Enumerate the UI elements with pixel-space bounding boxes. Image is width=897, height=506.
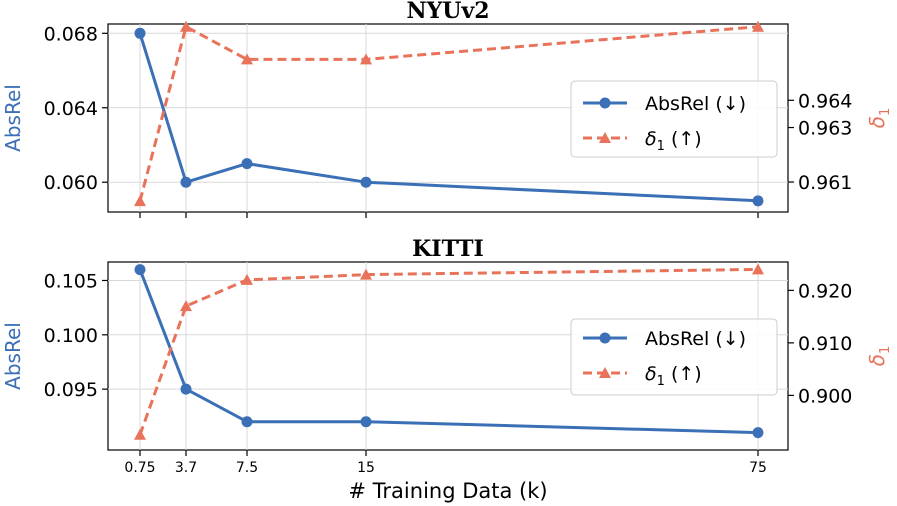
plot-frame-nyuv2 xyxy=(107,23,789,213)
y-tick-label-left: 0.064 xyxy=(44,98,98,120)
y-axis-label-right-nyuv2-symbol: δ xyxy=(865,116,889,128)
x-tick-label: 3.7 xyxy=(175,460,197,476)
data-point-absrel-kitti xyxy=(241,416,253,428)
data-point-absrel-nyuv2 xyxy=(134,27,146,39)
x-tick-label: 7.5 xyxy=(236,460,258,476)
legend-label-delta-nyuv2-symbol: δ xyxy=(645,128,657,150)
legend-label-absrel-kitti: AbsRel (↓) xyxy=(645,328,746,350)
data-point-absrel-nyuv2 xyxy=(752,195,764,207)
legend-label-delta-kitti: δ1 (↑) xyxy=(645,363,702,389)
data-point-delta1-nyuv2 xyxy=(180,20,192,32)
data-point-absrel-nyuv2 xyxy=(180,176,192,188)
legend-label-delta-nyuv2: δ1 (↑) xyxy=(645,128,702,154)
chart-kitti: 0.75 3.7 7.5 15 75 0.095 0.100 0.105 0.900 0.910 0… xyxy=(44,262,852,476)
data-point-delta1-nyuv2 xyxy=(360,53,372,65)
legend-label-absrel-kitti-name: AbsRel xyxy=(645,328,709,350)
legend-marker-delta-kitti xyxy=(599,367,611,378)
y-axis-label-left-nyuv2: AbsRel xyxy=(1,84,25,152)
chart-title-nyuv2: NYUv2 xyxy=(406,0,489,24)
x-axis-label: # Training Data (k) xyxy=(348,479,547,503)
data-point-delta1-kitti xyxy=(241,273,253,285)
y-tick-label-right: 0.910 xyxy=(798,333,852,355)
data-point-absrel-nyuv2 xyxy=(241,158,253,170)
data-point-absrel-kitti xyxy=(180,383,192,395)
data-point-absrel-kitti xyxy=(752,427,764,439)
panel-nyuv2: NYUv2 AbsRel δ1 xyxy=(1,0,893,213)
chart-nyuv2: 0.060 0.064 0.068 0.961 0.963 0.964 xyxy=(44,20,852,218)
legend-label-delta-nyuv2-arrow: (↑) xyxy=(671,128,702,150)
legend-label-delta-nyuv2-sub: 1 xyxy=(657,139,665,154)
chart-title-kitti: KITTI xyxy=(412,236,484,262)
y-tick-label-left: 0.105 xyxy=(44,270,98,292)
y-axis-label-right-kitti-symbol: δ xyxy=(865,354,889,366)
x-tick-label: 75 xyxy=(749,460,767,476)
y-axis-label-right-nyuv2-sub: 1 xyxy=(878,108,893,116)
data-point-delta1-kitti xyxy=(360,268,372,280)
x-tick-label: 15 xyxy=(357,460,375,476)
y-tick-label-right: 0.900 xyxy=(798,385,852,407)
legend-marker-delta-nyuv2 xyxy=(599,132,611,143)
legend-label-absrel-kitti-arrow: (↓) xyxy=(715,328,746,350)
plot-frame-kitti xyxy=(107,261,789,451)
y-axis-label-left-kitti: AbsRel xyxy=(1,322,25,390)
data-point-delta1-nyuv2 xyxy=(752,20,764,32)
data-point-absrel-kitti xyxy=(360,416,372,428)
data-point-delta1-kitti xyxy=(134,428,146,440)
series-line-delta1-nyuv2 xyxy=(138,25,759,202)
y-tick-label-left: 0.095 xyxy=(44,379,98,401)
y-axis-label-right-kitti: δ1 xyxy=(865,346,893,367)
y-tick-label-left: 0.068 xyxy=(44,23,98,45)
x-tick-label: 0.75 xyxy=(124,460,155,476)
y-tick-label-right: 0.964 xyxy=(798,90,852,112)
y-axis-label-right-nyuv2: δ1 xyxy=(865,108,893,129)
y-tick-label-right: 0.963 xyxy=(798,118,852,140)
legend-kitti: AbsRel (↓) δ1 (↑) xyxy=(570,318,778,396)
legend-marker-absrel-nyuv2 xyxy=(599,97,611,109)
y-tick-label-right: 0.961 xyxy=(798,172,852,194)
y-tick-label-left: 0.060 xyxy=(44,172,98,194)
legend-label-delta-kitti-arrow: (↑) xyxy=(671,363,702,385)
data-point-absrel-nyuv2 xyxy=(360,176,372,188)
data-point-delta1-nyuv2 xyxy=(241,53,253,65)
data-point-delta1-kitti xyxy=(180,300,192,312)
legend-label-absrel-nyuv2: AbsRel (↓) xyxy=(645,93,746,115)
panel-kitti: KITTI AbsRel δ1 xyxy=(1,236,893,451)
data-point-delta1-kitti xyxy=(752,263,764,275)
data-point-absrel-kitti xyxy=(134,264,146,276)
y-tick-label-right: 0.920 xyxy=(798,280,852,302)
y-tick-label-left: 0.100 xyxy=(44,325,98,347)
legend-label-delta-kitti-sub: 1 xyxy=(657,374,665,389)
legend-label-absrel-nyuv2-arrow: (↓) xyxy=(715,93,746,115)
legend-label-delta-kitti-symbol: δ xyxy=(645,363,657,385)
legend-marker-absrel-kitti xyxy=(599,332,611,344)
legend-box-nyuv2 xyxy=(570,80,778,158)
legend-nyuv2: AbsRel (↓) δ1 (↑) xyxy=(570,80,778,158)
y-axis-label-right-kitti-sub: 1 xyxy=(878,346,893,354)
legend-label-absrel-nyuv2-name: AbsRel xyxy=(645,93,709,115)
data-point-delta1-nyuv2 xyxy=(134,195,146,207)
